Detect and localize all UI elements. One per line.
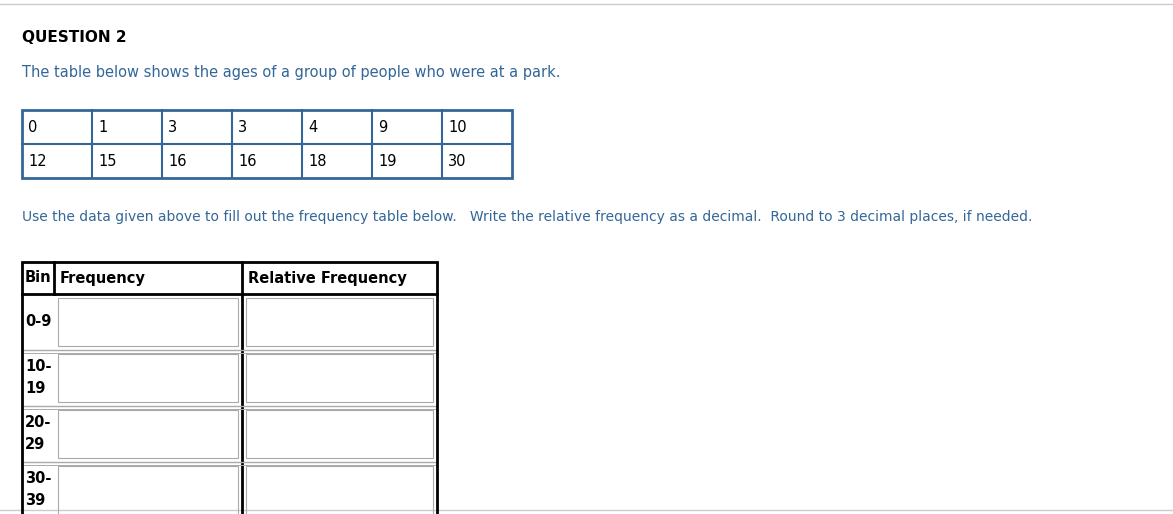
Text: QUESTION 2: QUESTION 2 xyxy=(22,30,127,45)
Text: 4: 4 xyxy=(308,119,317,135)
Bar xyxy=(57,466,238,514)
Bar xyxy=(57,410,238,458)
Text: 18: 18 xyxy=(308,154,326,169)
Bar xyxy=(22,110,511,178)
Text: 30-: 30- xyxy=(25,471,52,486)
Text: 20-: 20- xyxy=(25,415,52,430)
Text: 10: 10 xyxy=(448,119,467,135)
Text: 19: 19 xyxy=(378,154,396,169)
Text: 16: 16 xyxy=(238,154,257,169)
Text: 9: 9 xyxy=(378,119,387,135)
Text: 30: 30 xyxy=(448,154,467,169)
Bar xyxy=(246,466,433,514)
Text: 39: 39 xyxy=(25,492,46,508)
Bar xyxy=(22,262,438,514)
Text: 3: 3 xyxy=(168,119,177,135)
Text: 10-: 10- xyxy=(25,359,52,374)
Text: Frequency: Frequency xyxy=(60,270,145,285)
Text: 0: 0 xyxy=(28,119,38,135)
Text: 3: 3 xyxy=(238,119,248,135)
Text: Use the data given above to fill out the frequency table below.   Write the rela: Use the data given above to fill out the… xyxy=(22,210,1032,224)
Text: 12: 12 xyxy=(28,154,47,169)
Text: 19: 19 xyxy=(25,380,46,396)
Text: Bin: Bin xyxy=(25,270,52,285)
Bar xyxy=(246,410,433,458)
Text: Relative Frequency: Relative Frequency xyxy=(248,270,407,285)
Text: 15: 15 xyxy=(99,154,116,169)
Bar xyxy=(57,354,238,402)
Text: 1: 1 xyxy=(99,119,107,135)
Text: The table below shows the ages of a group of people who were at a park.: The table below shows the ages of a grou… xyxy=(22,65,561,80)
Bar xyxy=(246,354,433,402)
Bar xyxy=(246,298,433,346)
Text: 0-9: 0-9 xyxy=(25,315,52,329)
Text: 29: 29 xyxy=(25,436,46,452)
Bar xyxy=(57,298,238,346)
Text: 16: 16 xyxy=(168,154,187,169)
